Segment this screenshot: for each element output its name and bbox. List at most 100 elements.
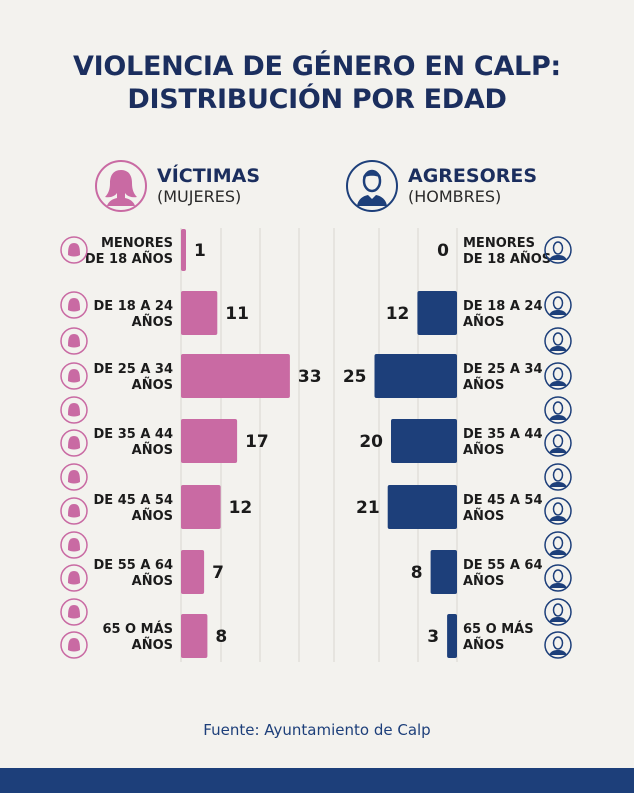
woman-icon xyxy=(60,531,88,559)
woman-icon xyxy=(68,243,80,257)
woman-icon xyxy=(68,298,80,312)
victims-value: 11 xyxy=(225,304,249,324)
victims-bar xyxy=(181,291,218,335)
aggressors-bar xyxy=(430,550,457,594)
woman-icon xyxy=(60,291,88,319)
man-icon xyxy=(552,468,564,482)
aggressors-value: 21 xyxy=(356,498,380,518)
category-label-right: AÑOS xyxy=(463,377,504,393)
man-icon xyxy=(544,429,572,457)
woman-icon xyxy=(68,605,80,619)
victims-value: 8 xyxy=(215,627,227,647)
man-icon xyxy=(549,255,567,260)
woman-icon xyxy=(60,564,88,592)
victims-bar xyxy=(181,550,205,594)
woman-icon xyxy=(68,538,80,552)
category-label-right: AÑOS xyxy=(463,573,504,589)
woman-icon xyxy=(60,429,88,457)
category-label-left: MENORES xyxy=(101,236,173,251)
category-label-right: DE 18 AÑOS xyxy=(463,251,551,267)
man-icon xyxy=(346,160,398,212)
victims-bar xyxy=(181,485,221,529)
aggressors-value: 25 xyxy=(343,367,367,387)
man-icon xyxy=(549,448,567,453)
category-label-left: 65 O MÁS xyxy=(102,621,173,637)
victims-header: VÍCTIMAS (MUJERES) xyxy=(95,160,260,212)
aggressors-value: 8 xyxy=(411,563,423,583)
woman-icon xyxy=(68,403,80,417)
category-label-right: AÑOS xyxy=(463,442,504,458)
man-icon xyxy=(552,603,564,617)
category-label-right: DE 18 A 24 xyxy=(463,299,543,314)
victims-value: 12 xyxy=(229,498,253,518)
victims-bar xyxy=(181,354,290,398)
man-icon xyxy=(544,327,572,355)
man-icon xyxy=(549,516,567,521)
category-label-right: DE 35 A 44 xyxy=(463,427,543,442)
woman-icon xyxy=(60,598,88,626)
man-icon xyxy=(544,362,572,390)
man-icon xyxy=(544,598,572,626)
woman-icon xyxy=(68,436,80,450)
victims-bar xyxy=(181,229,186,271)
man-icon xyxy=(549,550,567,555)
man-icon xyxy=(544,463,572,491)
category-label-left: DE 25 A 34 xyxy=(94,362,174,377)
man-icon xyxy=(544,396,572,424)
page-title: VIOLENCIA DE GÉNERO EN CALP: DISTRIBUCIÓ… xyxy=(73,51,561,115)
victims-value: 17 xyxy=(245,432,269,452)
aggressors-value: 3 xyxy=(427,627,439,647)
man-icon xyxy=(552,241,564,255)
man-icon xyxy=(549,617,567,622)
woman-icon xyxy=(60,631,88,659)
aggressors-value: 0 xyxy=(437,241,449,261)
man-icon xyxy=(544,564,572,592)
woman-icon xyxy=(60,236,88,264)
man-icon xyxy=(549,381,567,386)
category-label-right: AÑOS xyxy=(463,637,504,653)
aggressors-value: 12 xyxy=(386,304,410,324)
victims-value: 7 xyxy=(212,563,224,583)
category-label-right: DE 55 A 64 xyxy=(463,558,543,573)
woman-icon xyxy=(68,334,80,348)
aggressors-bar xyxy=(447,614,457,658)
man-icon xyxy=(552,636,564,650)
man-icon xyxy=(544,236,572,264)
man-icon xyxy=(552,569,564,583)
woman-icon xyxy=(68,504,80,518)
woman-icon xyxy=(68,470,80,484)
aggressors-bar xyxy=(387,485,457,529)
aggressors-bar xyxy=(374,354,457,398)
man-icon xyxy=(552,401,564,415)
woman-icon xyxy=(60,463,88,491)
man-icon xyxy=(544,497,572,525)
man-icon xyxy=(549,650,567,655)
category-label-right: AÑOS xyxy=(463,508,504,524)
man-icon xyxy=(549,346,567,351)
category-label-left: DE 35 A 44 xyxy=(94,427,174,442)
category-label-right: AÑOS xyxy=(463,314,504,330)
category-label-right: DE 25 A 34 xyxy=(463,362,543,377)
aggressors-value: 20 xyxy=(359,432,383,452)
woman-icon xyxy=(60,327,88,355)
category-label-left: DE 18 AÑOS xyxy=(85,251,173,267)
man-icon xyxy=(552,434,564,448)
victims-bar xyxy=(181,614,208,658)
category-label-left: AÑOS xyxy=(132,377,173,393)
category-label-left: DE 45 A 54 xyxy=(94,493,174,508)
man-icon xyxy=(552,536,564,550)
man-icon xyxy=(552,367,564,381)
man-icon xyxy=(544,291,572,319)
aggressors-bar xyxy=(391,419,457,463)
source-note: Fuente: Ayuntamiento de Calp xyxy=(203,721,431,739)
category-label-right: MENORES xyxy=(463,236,535,251)
man-icon xyxy=(552,296,564,310)
victims-value: 1 xyxy=(194,241,206,261)
man-icon xyxy=(549,310,567,315)
category-label-left: AÑOS xyxy=(132,314,173,330)
category-label-left: AÑOS xyxy=(132,442,173,458)
woman-icon xyxy=(68,638,80,652)
victims-value: 33 xyxy=(298,367,322,387)
victims-bar xyxy=(181,419,238,463)
